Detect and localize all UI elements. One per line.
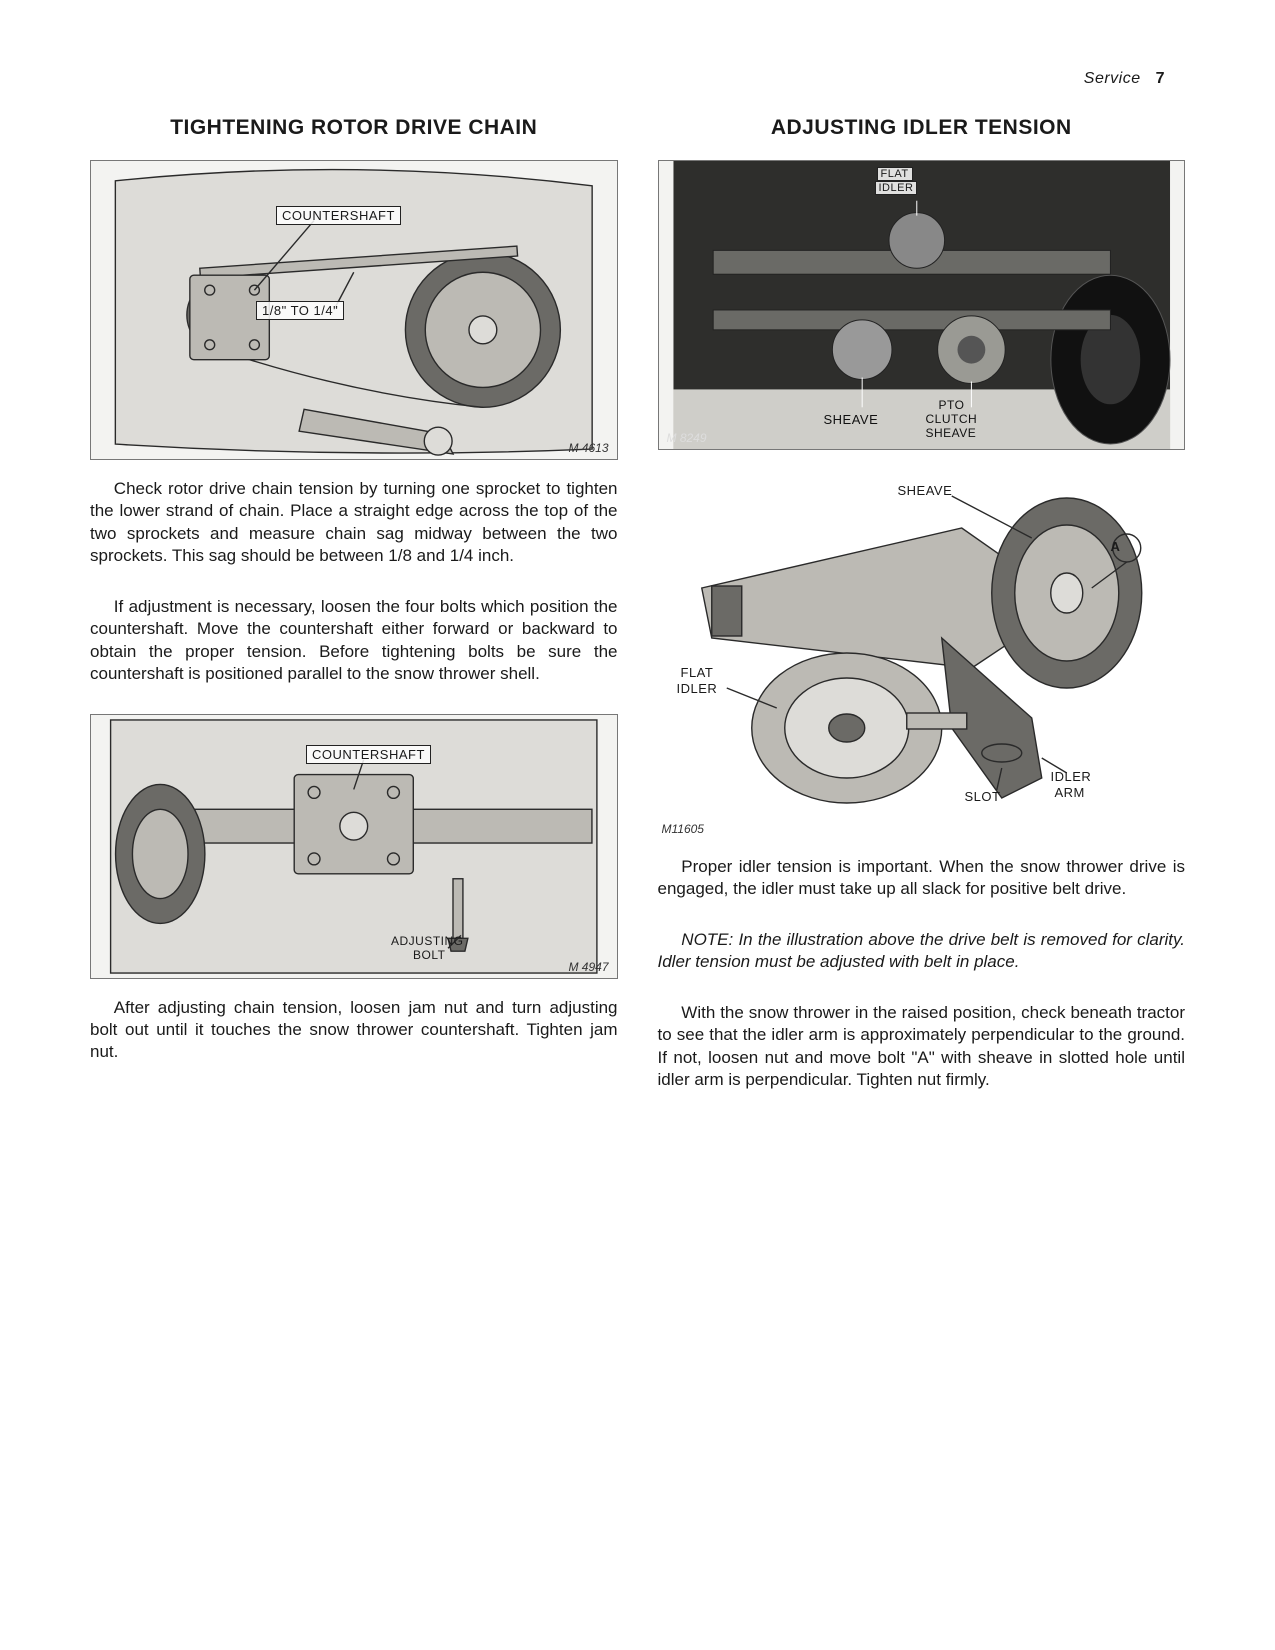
figure-id-4: M11605 xyxy=(662,822,704,836)
page: Service 7 TIGHTENING ROTOR DRIVE CHAIN xyxy=(0,0,1275,1180)
callout-sheave-d: SHEAVE xyxy=(893,482,958,499)
figure-rotor-chain: COUNTERSHAFT 1/8" TO 1/4" M 4613 xyxy=(90,160,618,460)
header-section: Service xyxy=(1084,70,1141,87)
callout-countershaft-2: COUNTERSHAFT xyxy=(306,745,431,764)
left-paragraph-1: Check rotor drive chain tension by turni… xyxy=(90,478,618,568)
callout-sheave2: SHEAVE xyxy=(921,425,982,441)
figure-id: M 4613 xyxy=(568,441,608,455)
figure-idler-detail: SHEAVE A FLAT IDLER SLOT IDLER ARM M1160… xyxy=(658,468,1186,838)
right-column: ADJUSTING IDLER TENSION xyxy=(658,116,1186,1120)
callout-slot: SLOT xyxy=(960,788,1006,805)
callout-sag: 1/8" TO 1/4" xyxy=(256,301,344,320)
left-paragraph-2: If adjustment is necessary, loosen the f… xyxy=(90,596,618,686)
header-page-number: 7 xyxy=(1156,70,1165,87)
callout-idlerarm2: ARM xyxy=(1050,784,1090,801)
two-column-layout: TIGHTENING ROTOR DRIVE CHAIN xyxy=(90,116,1185,1120)
figure-adjusting-bolt: COUNTERSHAFT ADJUSTING BOLT M 4947 xyxy=(90,714,618,979)
note-body: In the illustration above the drive belt… xyxy=(658,930,1186,971)
right-paragraph-2: With the snow thrower in the raised posi… xyxy=(658,1002,1186,1092)
callout-idler: IDLER xyxy=(875,181,918,195)
callout-a: A xyxy=(1106,538,1126,555)
figure-id-3: M 8249 xyxy=(667,431,707,445)
callout-bolt: BOLT xyxy=(408,947,450,963)
right-title: ADJUSTING IDLER TENSION xyxy=(658,116,1186,140)
note-lead: NOTE: xyxy=(681,930,733,949)
left-title: TIGHTENING ROTOR DRIVE CHAIN xyxy=(90,116,618,140)
left-paragraph-3: After adjusting chain tension, loosen ja… xyxy=(90,997,618,1064)
callout-flat: FLAT xyxy=(877,167,913,181)
left-column: TIGHTENING ROTOR DRIVE CHAIN xyxy=(90,116,618,1120)
callout-countershaft: COUNTERSHAFT xyxy=(276,206,401,225)
figure-under-tractor: FLAT IDLER SHEAVE PTO CLUTCH SHEAVE M 82… xyxy=(658,160,1186,450)
callout-flat-d: FLAT xyxy=(676,664,719,681)
running-header: Service 7 xyxy=(90,70,1185,88)
callout-sheave: SHEAVE xyxy=(819,411,884,428)
callout-idlerarm1: IDLER xyxy=(1046,768,1097,785)
right-paragraph-1: Proper idler tension is important. When … xyxy=(658,856,1186,901)
figure-id-2: M 4947 xyxy=(568,960,608,974)
callout-idler-d: IDLER xyxy=(672,680,723,697)
right-note: NOTE: In the illustration above the driv… xyxy=(658,929,1186,974)
